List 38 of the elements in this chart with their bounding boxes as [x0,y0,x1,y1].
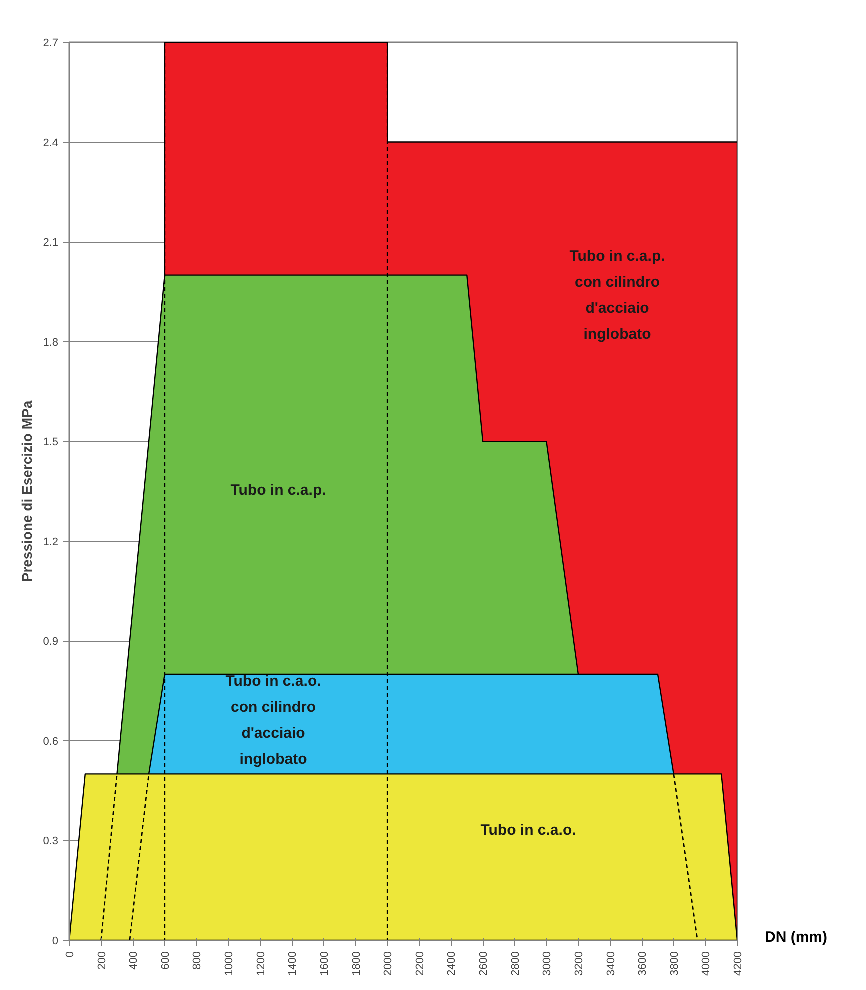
x-tick-label: 3600 [637,951,650,976]
x-tick-label: 1400 [287,951,300,976]
y-tick-label: 1.2 [43,536,59,548]
x-tick-label: 3000 [542,951,554,976]
x-tick-label: 2000 [382,951,395,976]
y-tick-label: 0.6 [43,736,59,748]
x-tick-label: 600 [160,951,172,970]
x-tick-label: 2200 [414,951,426,976]
x-tick-label: 0 [64,951,76,958]
x-tick-label: 2400 [446,951,458,976]
x-tick-label: 2800 [510,951,522,976]
y-tick-label: 1.8 [43,336,59,349]
annotation: Tubo in c.a.p. con cilindro d'acciaio inglobato [570,248,666,343]
x-tick-label: 1800 [350,951,363,976]
x-tick-label: 800 [192,951,204,970]
x-tick-label: 400 [128,951,140,970]
x-tick-label: 1200 [255,951,268,976]
y-tick-label: 0 [52,936,59,948]
y-tick-label: 2.1 [43,237,59,250]
annotation: Tubo in c.a.p. [230,482,326,499]
annotation: Tubo in c.a.o. [480,822,576,839]
annotation: Tubo in c.a.o. con cilindro d'acciaio inglobato [226,673,322,768]
y-tick-label: 0.9 [43,636,59,648]
x-tick-label: 2600 [478,951,490,976]
y-tick-label: 0.3 [43,836,59,848]
y-tick-label: 2.4 [43,137,59,150]
x-tick-label: 3400 [605,951,618,976]
x-axis-title: DN (mm) [765,928,828,948]
x-tick-label: 3800 [668,951,681,976]
y-axis-title: Pressione di Esercizio MPa [19,400,36,582]
y-tick-label: 2.7 [43,38,59,50]
x-tick-label: 4000 [700,951,713,976]
x-tick-label: 4200 [732,951,744,976]
x-tick-label: 1000 [224,951,236,976]
x-tick-label: 3200 [573,951,586,976]
y-tick-label: 1.5 [43,436,59,449]
x-tick-label: 200 [96,951,108,970]
x-tick-label: 1600 [318,951,331,976]
